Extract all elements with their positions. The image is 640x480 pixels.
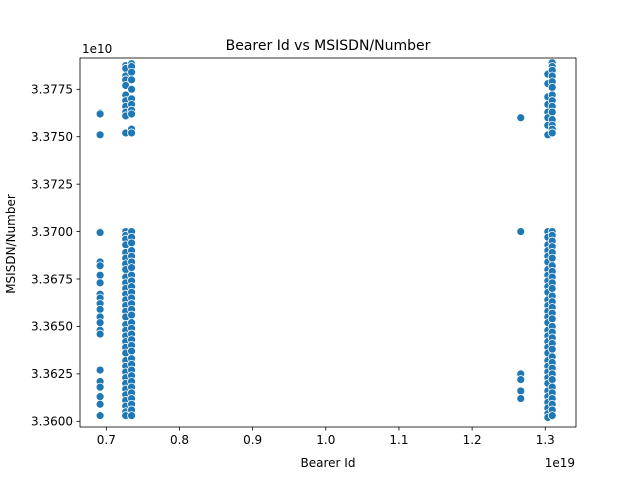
x-tick-label: 1.3 — [536, 433, 555, 447]
x-tick-label: 0.8 — [170, 433, 189, 447]
scatter-point — [127, 310, 136, 320]
scatter-point — [127, 263, 136, 273]
scatter-point — [547, 344, 557, 354]
y-tick-label: 3.3675 — [31, 272, 73, 286]
scatter-point — [95, 329, 105, 339]
x-offset-label: 1e19 — [545, 456, 575, 470]
scatter-point — [95, 318, 105, 328]
scatter-point — [127, 238, 136, 248]
scatter-point — [127, 128, 136, 138]
x-tick-label: 1.1 — [389, 433, 408, 447]
y-tick-label: 3.3750 — [31, 130, 73, 144]
x-tick-label: 0.9 — [243, 433, 262, 447]
scatter-point — [547, 375, 557, 384]
scatter-point — [516, 375, 526, 384]
x-tick-label: 0.7 — [97, 433, 116, 447]
scatter-point — [95, 270, 105, 280]
scatter-point — [95, 109, 105, 119]
plot-frame — [79, 57, 577, 428]
scatter-point — [547, 128, 557, 138]
y-tick-label: 3.3700 — [31, 225, 73, 239]
scatter-point — [547, 411, 557, 421]
x-axis-ticks: 0.7 0.8 0.9 1.0 1.1 1.2 1.3 — [97, 427, 555, 447]
scatter-point — [516, 113, 526, 123]
scatter-point — [516, 227, 526, 236]
scatter-point — [127, 109, 136, 119]
scatter-point — [127, 84, 136, 94]
scatter-point — [95, 365, 105, 375]
scatter-point — [95, 304, 105, 314]
scatter-point — [95, 399, 105, 409]
scatter-point — [547, 83, 557, 92]
y-tick-label: 3.3775 — [31, 83, 73, 97]
scatter-point — [547, 284, 557, 293]
scatter-point — [516, 386, 526, 396]
y-tick-label: 3.3625 — [31, 367, 73, 381]
scatter-point — [95, 411, 105, 421]
scatter-point — [95, 261, 105, 271]
scatter-point — [127, 75, 136, 85]
scatter-point — [95, 130, 105, 140]
scatter-point — [95, 228, 105, 237]
scatter-point — [127, 411, 136, 421]
scatter-point — [547, 314, 557, 324]
x-tick-label: 1.2 — [463, 433, 482, 447]
y-axis-ticks: 3.3600 3.3625 3.3650 3.3675 3.3700 3.3725 3.37… — [31, 83, 80, 429]
chart-title: Bearer Id vs MSISDN/Number — [226, 38, 431, 54]
scatter-point — [547, 253, 557, 263]
scatter-point — [127, 346, 136, 356]
y-tick-label: 3.3725 — [31, 177, 73, 191]
y-offset-label: 1e10 — [82, 42, 112, 56]
y-tick-label: 3.3600 — [31, 415, 73, 429]
y-axis-label: MSISDN/Number — [4, 194, 18, 294]
x-tick-label: 1.0 — [316, 433, 335, 447]
scatter-point — [95, 392, 105, 402]
x-axis-label: Bearer Id — [301, 456, 356, 470]
scatter-point — [547, 107, 557, 117]
scatter-point — [516, 394, 526, 403]
scatter-point — [95, 278, 105, 288]
scatter-point — [127, 67, 136, 77]
scatter-points — [95, 58, 557, 422]
scatter-point — [95, 382, 105, 392]
y-tick-label: 3.3650 — [31, 320, 73, 334]
